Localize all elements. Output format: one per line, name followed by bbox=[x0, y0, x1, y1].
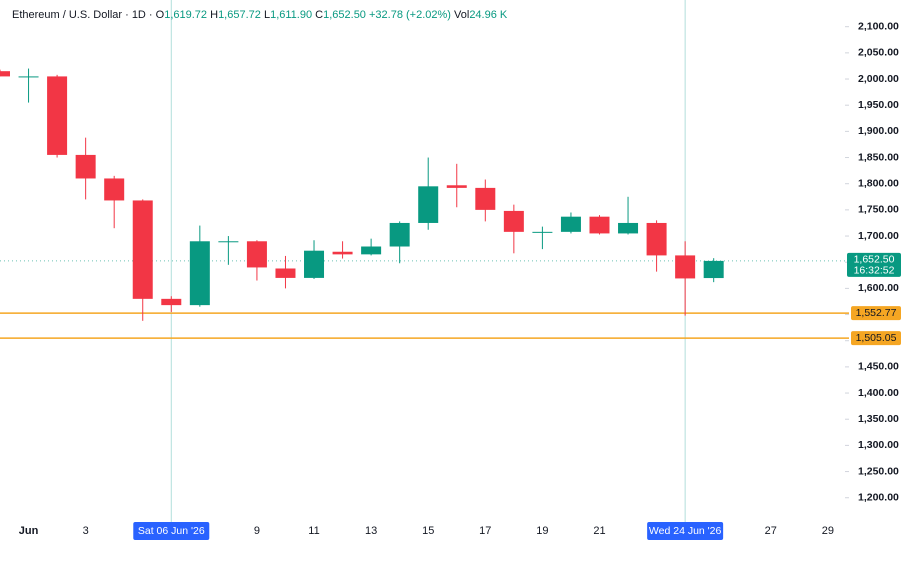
ohlc-label: O bbox=[156, 9, 165, 21]
ohlc-value: 1,652.50 bbox=[323, 9, 366, 21]
x-tick-label: 3 bbox=[83, 525, 89, 537]
volume-label: Vol bbox=[454, 9, 469, 21]
candle-body bbox=[332, 251, 353, 255]
ohlc-label: L bbox=[264, 9, 270, 21]
candle-body bbox=[503, 210, 524, 232]
x-tick-label: 15 bbox=[422, 525, 434, 537]
x-tick-label: 27 bbox=[765, 525, 777, 537]
candle-body bbox=[189, 241, 210, 306]
y-tick-label: 1,800.00 bbox=[858, 177, 899, 189]
change: +32.78 (+2.02%) bbox=[369, 9, 451, 21]
ohlc-label: H bbox=[210, 9, 218, 21]
ohlc-value: 1,611.90 bbox=[270, 9, 312, 21]
y-tick-label: 1,450.00 bbox=[858, 361, 899, 373]
candle-body bbox=[389, 222, 410, 247]
candle-body bbox=[18, 76, 39, 78]
y-tick-label: 1,350.00 bbox=[858, 413, 899, 425]
x-tick-label: 11 bbox=[308, 525, 319, 537]
price-label-box bbox=[847, 252, 901, 277]
y-tick-label: 1,200.00 bbox=[858, 492, 899, 504]
candle-body bbox=[446, 185, 467, 188]
plot-area: 1,200.00 1,250.00 1,300.00 1,350.00 1,400.00… bbox=[0, 0, 901, 540]
x-tick-label: 17 bbox=[479, 525, 491, 537]
level-label: 1,552.77 bbox=[856, 307, 897, 319]
crosshair-label: Sat 06 Jun '26 bbox=[138, 525, 205, 537]
x-tick-label: 19 bbox=[536, 525, 548, 537]
ohlc-value: 1,657.72 bbox=[218, 9, 261, 21]
candle-body bbox=[532, 231, 553, 233]
candle-body bbox=[361, 246, 382, 255]
level-label: 1,505.05 bbox=[856, 332, 897, 344]
x-tick-label: 21 bbox=[593, 525, 605, 537]
candle-body bbox=[675, 255, 696, 279]
candle-body bbox=[0, 71, 10, 77]
ohlc-label: C bbox=[315, 9, 323, 21]
x-tick-label: 13 bbox=[365, 525, 377, 537]
y-tick-label: 2,000.00 bbox=[858, 73, 899, 85]
y-tick-label: 2,050.00 bbox=[858, 47, 899, 59]
candle-body bbox=[304, 250, 325, 278]
candle-body bbox=[418, 186, 439, 223]
x-tick-label: Jun bbox=[19, 525, 39, 537]
candle-body bbox=[161, 298, 182, 306]
candle-body bbox=[104, 178, 125, 201]
volume-value: 24.96 K bbox=[469, 9, 508, 21]
x-tick-label: 29 bbox=[822, 525, 834, 537]
price-countdown: 16:32:52 bbox=[854, 265, 895, 277]
candle-body bbox=[275, 268, 296, 278]
y-tick-label: 1,850.00 bbox=[858, 151, 899, 163]
y-tick-label: 1,600.00 bbox=[858, 282, 899, 294]
candle-body bbox=[703, 260, 724, 279]
y-tick-label: 1,700.00 bbox=[858, 230, 899, 242]
y-tick-label: 1,950.00 bbox=[858, 99, 899, 111]
crosshair-label: Wed 24 Jun '26 bbox=[649, 525, 722, 537]
price-label: 1,652.50 bbox=[854, 254, 895, 266]
candle-body bbox=[47, 76, 68, 155]
crosshair-label-box bbox=[647, 522, 724, 540]
level-label-box bbox=[851, 331, 901, 346]
y-tick-label: 1,750.00 bbox=[858, 204, 899, 216]
crosshair-label-box bbox=[133, 522, 210, 540]
x-tick-label: 9 bbox=[254, 525, 260, 537]
candle-body bbox=[560, 216, 581, 232]
y-tick-label: 1,250.00 bbox=[858, 465, 899, 477]
ohlc-value: 1,619.72 bbox=[164, 9, 207, 21]
y-tick-label: 1,900.00 bbox=[858, 125, 899, 137]
legend-header: Ethereum / U.S. Dollar · 1D · O1,619.72 … bbox=[12, 9, 508, 21]
candle-body bbox=[75, 154, 96, 179]
y-tick-label: 2,100.00 bbox=[858, 20, 899, 32]
candle-body bbox=[589, 216, 610, 234]
level-label-box bbox=[851, 306, 901, 321]
candle-body bbox=[646, 222, 667, 256]
y-tick-label: 1,400.00 bbox=[858, 387, 899, 399]
candle-body bbox=[246, 241, 267, 268]
candle-body bbox=[132, 200, 153, 299]
y-tick-label: 1,300.00 bbox=[858, 439, 899, 451]
symbol-title: Ethereum / U.S. Dollar · 1D · bbox=[12, 9, 156, 21]
candle-body bbox=[218, 241, 239, 243]
candle-body bbox=[618, 222, 639, 234]
candle-body bbox=[475, 187, 496, 210]
